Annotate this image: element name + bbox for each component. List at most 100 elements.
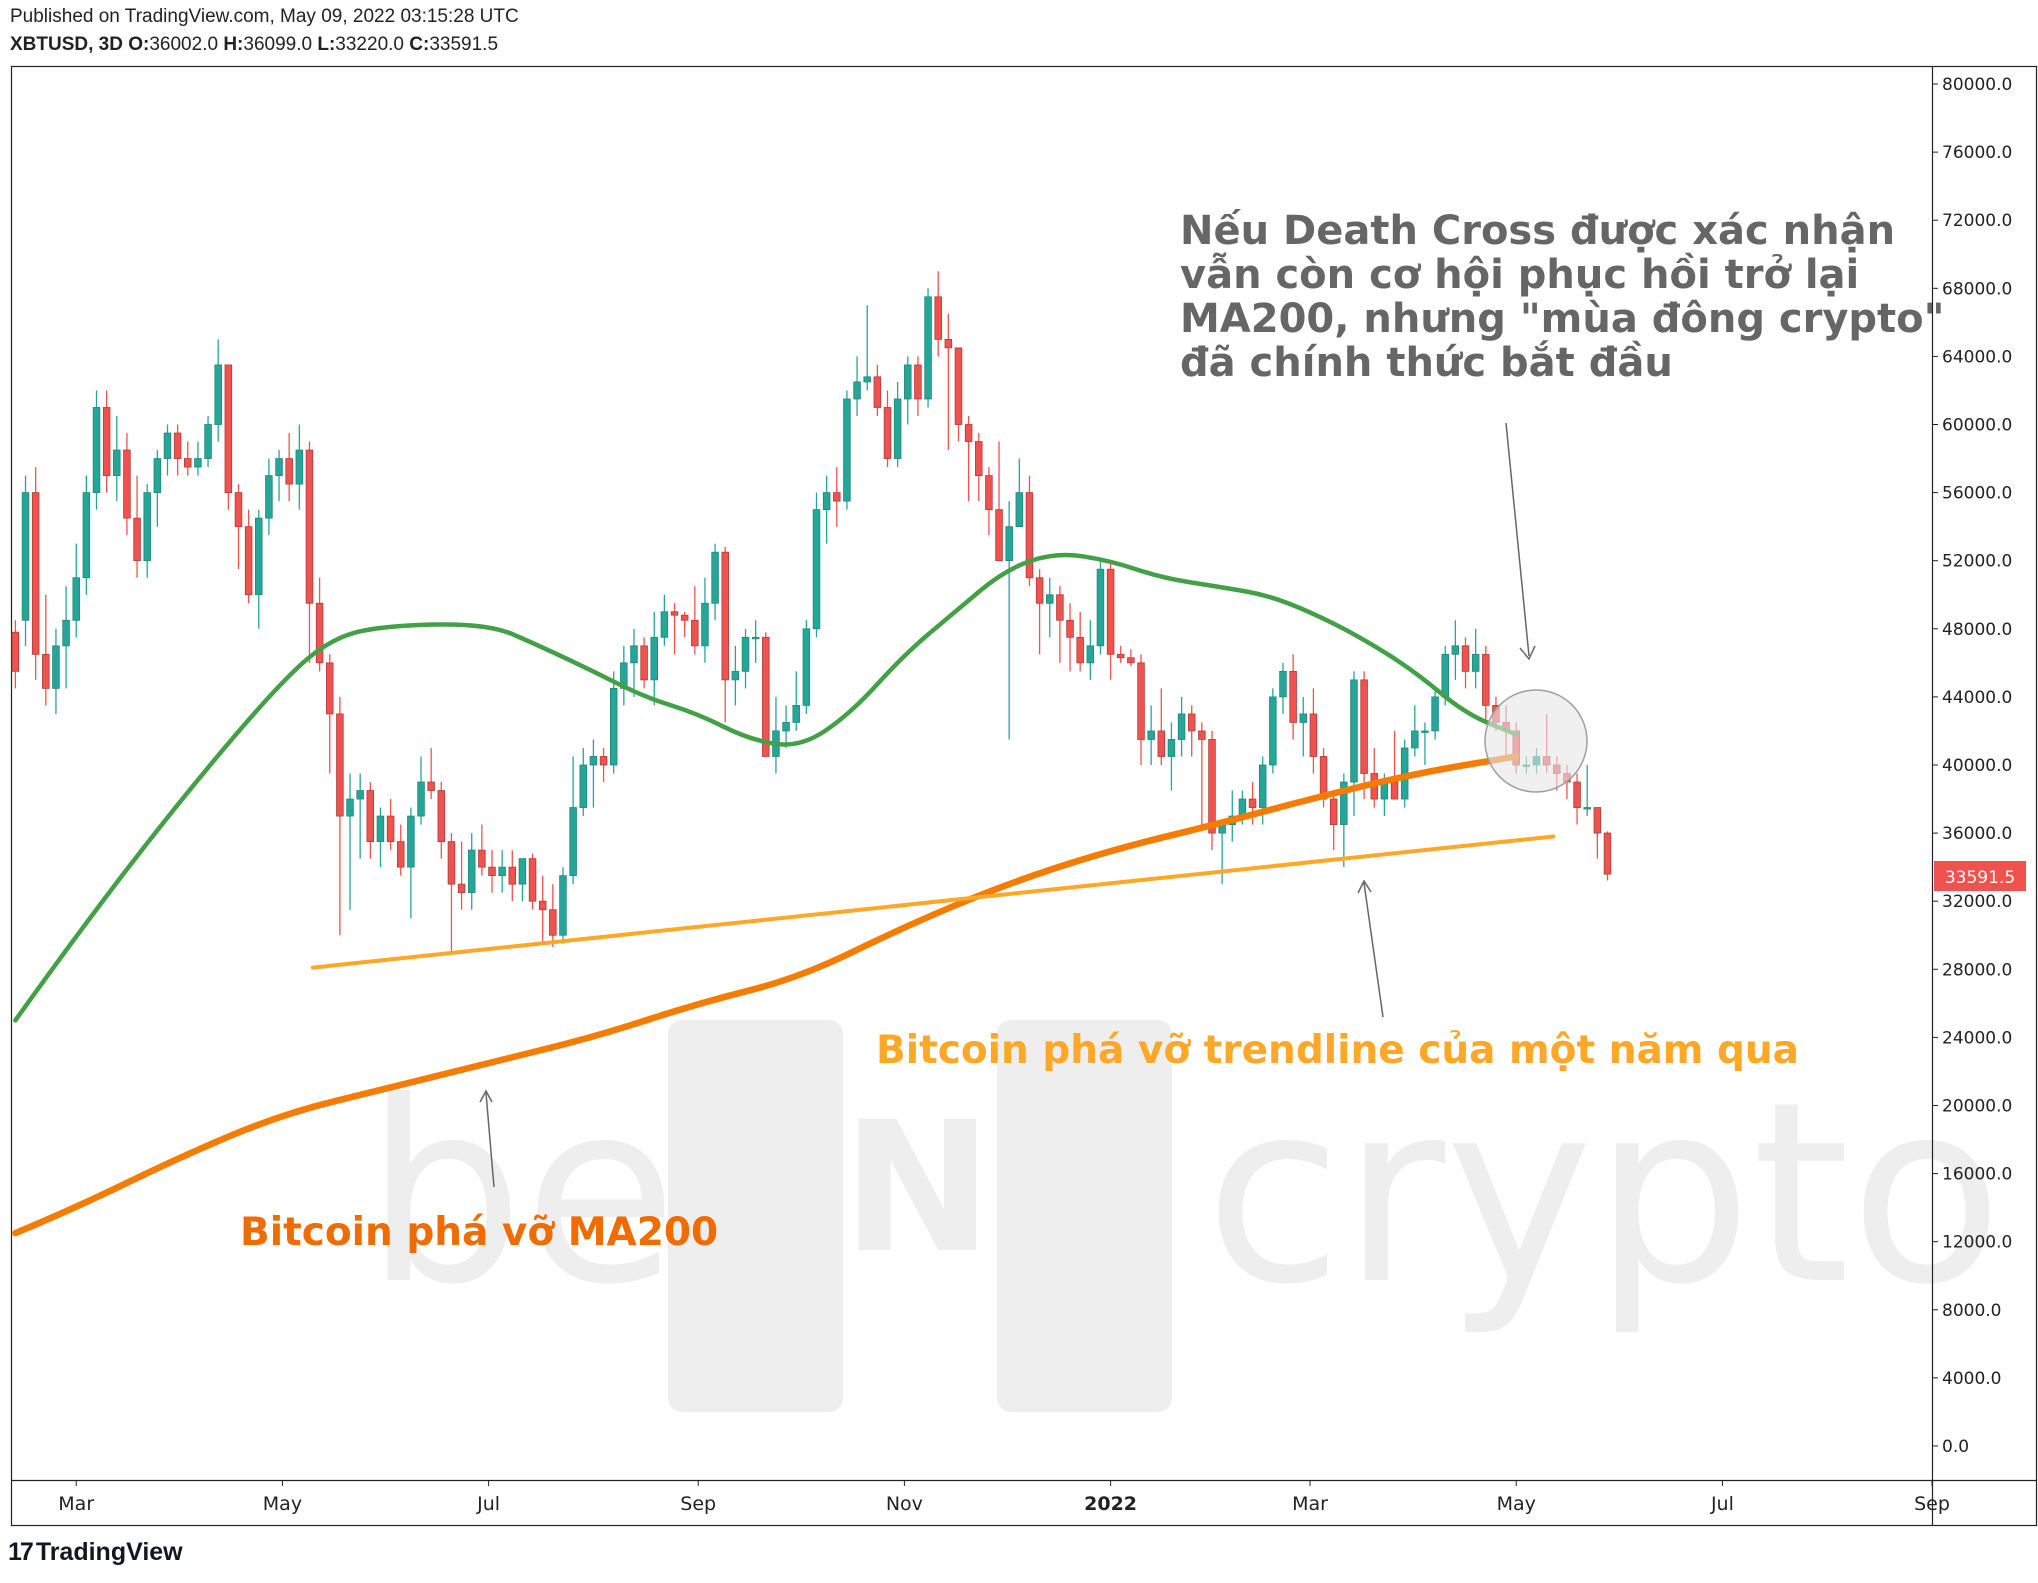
candle-body <box>407 815 415 868</box>
candle-body <box>843 398 851 502</box>
trendline-break-label[interactable]: Bitcoin phá vỡ trendline của một năm qua <box>876 1028 1799 1073</box>
candle-body <box>102 407 111 476</box>
death-cross-annotation[interactable]: Nếu Death Cross được xác nhận vẫn còn cơ… <box>1180 208 1945 386</box>
candle-body <box>427 781 435 791</box>
annotation-overlays: Nếu Death Cross được xác nhận vẫn còn cơ… <box>240 208 1945 1255</box>
candle-body <box>325 662 334 715</box>
watermark-text-left: be <box>365 1048 678 1339</box>
candle-body <box>1289 670 1297 723</box>
candle-body <box>224 364 233 494</box>
x-tick-label: Mar <box>1292 1493 1328 1515</box>
candle-body <box>1482 653 1490 706</box>
beincrypto-watermark: be IN crypto <box>365 1020 2003 1412</box>
candle-body <box>1279 670 1287 698</box>
y-tick-label: 40000.0 <box>1942 756 2012 776</box>
candle-body <box>1167 739 1176 757</box>
candle-body <box>1035 577 1044 604</box>
plot-frame <box>10 65 2038 1527</box>
candle-body <box>731 670 740 681</box>
candle-body <box>143 492 151 562</box>
candle-body <box>1005 526 1013 562</box>
candle-body <box>1269 696 1277 766</box>
y-tick-label: 4000.0 <box>1942 1369 2001 1389</box>
death-cross-arrow[interactable] <box>1505 422 1530 657</box>
candle-body <box>1056 594 1064 621</box>
tradingview-brand-label: TradingView <box>35 1538 183 1566</box>
candle-body <box>802 628 811 706</box>
candle-body <box>721 551 729 681</box>
x-tick-label: Jul <box>1710 1493 1734 1515</box>
candle-body <box>478 849 486 868</box>
candle-body <box>336 713 344 817</box>
death-cross-line-2: vẫn còn cơ hội phục hồi trở lại <box>1180 252 1859 298</box>
y-tick-label: 36000.0 <box>1942 824 2012 844</box>
x-tick-label: Sep <box>1914 1493 1950 1515</box>
indicator-lines <box>12 552 1556 1237</box>
candle-body <box>1106 568 1115 655</box>
candle-body <box>1390 781 1399 800</box>
candle-body <box>964 424 973 442</box>
y-tick-label: 8000.0 <box>1942 1301 2001 1321</box>
candle-body <box>234 492 243 528</box>
candle-body <box>985 475 993 511</box>
y-tick-label: 44000.0 <box>1942 688 2012 708</box>
candle-body <box>62 619 70 647</box>
candle-body <box>1431 696 1439 732</box>
y-tick-label: 60000.0 <box>1942 416 2012 436</box>
open-label: O: <box>128 34 150 55</box>
candle-body <box>934 296 942 340</box>
candle-body <box>204 424 212 459</box>
candle-body <box>31 492 40 655</box>
candle-body <box>1411 730 1419 749</box>
ma200-line <box>12 753 1520 1237</box>
death-cross-circle[interactable] <box>1484 689 1588 793</box>
candle-body <box>265 475 273 519</box>
candle-body <box>873 376 882 408</box>
candle-body <box>42 653 50 689</box>
symbol-label[interactable]: XBTUSD, 3D <box>10 34 123 55</box>
tradingview-brand[interactable]: 17 TradingView <box>8 1538 183 1567</box>
candle-body <box>1340 781 1348 825</box>
candle-body <box>1258 764 1267 808</box>
candle-body <box>1177 713 1186 740</box>
ma200-break-label[interactable]: Bitcoin phá vỡ MA200 <box>240 1210 718 1255</box>
candle-body <box>691 619 699 647</box>
candle-body <box>1309 713 1318 757</box>
candle-body <box>1157 730 1166 757</box>
ma200-arrow[interactable] <box>485 1092 495 1188</box>
candle-body <box>1198 730 1206 740</box>
candle-body <box>1066 619 1074 638</box>
time-axis[interactable]: Mar May Jul Sep Nov 2022 Mar May Jul Sep <box>58 1480 1950 1515</box>
low-label: L: <box>317 34 336 55</box>
candle-body <box>650 636 659 681</box>
candle-body <box>975 441 983 476</box>
y-tick-label: 80000.0 <box>1942 75 2012 95</box>
candle-body <box>376 815 385 842</box>
x-tick-label: Mar <box>58 1493 94 1515</box>
y-tick-label: 24000.0 <box>1942 1028 2012 1048</box>
trendline-arrowhead <box>1357 879 1372 894</box>
watermark-text-mid: IN <box>775 1084 993 1293</box>
y-tick-label: 28000.0 <box>1942 960 2012 980</box>
candle-body <box>1137 662 1145 740</box>
candle-body <box>173 432 182 459</box>
candle-body <box>883 407 892 459</box>
candle-body <box>589 756 598 766</box>
candle-body <box>640 645 648 681</box>
candle-body <box>1015 492 1024 528</box>
candle-body <box>457 883 466 894</box>
high-value: 36099.0 <box>243 34 313 55</box>
last-price-badge: 33591.5 <box>1934 861 2026 891</box>
last-price-badge-bg <box>1934 861 2026 891</box>
candle-body <box>1360 679 1368 774</box>
candle-body <box>1086 645 1095 664</box>
trendline-arrow[interactable] <box>1363 882 1384 1018</box>
candle-body <box>1208 739 1216 834</box>
price-axis[interactable]: 0.0 4000.0 8000.0 12000.0 16000.0 20000.0 2400… <box>1932 75 2012 1457</box>
candle-body <box>417 781 425 817</box>
candle-body <box>1025 492 1034 579</box>
candle-body <box>792 705 800 723</box>
candle-body <box>711 551 719 604</box>
candle-body <box>701 602 709 647</box>
